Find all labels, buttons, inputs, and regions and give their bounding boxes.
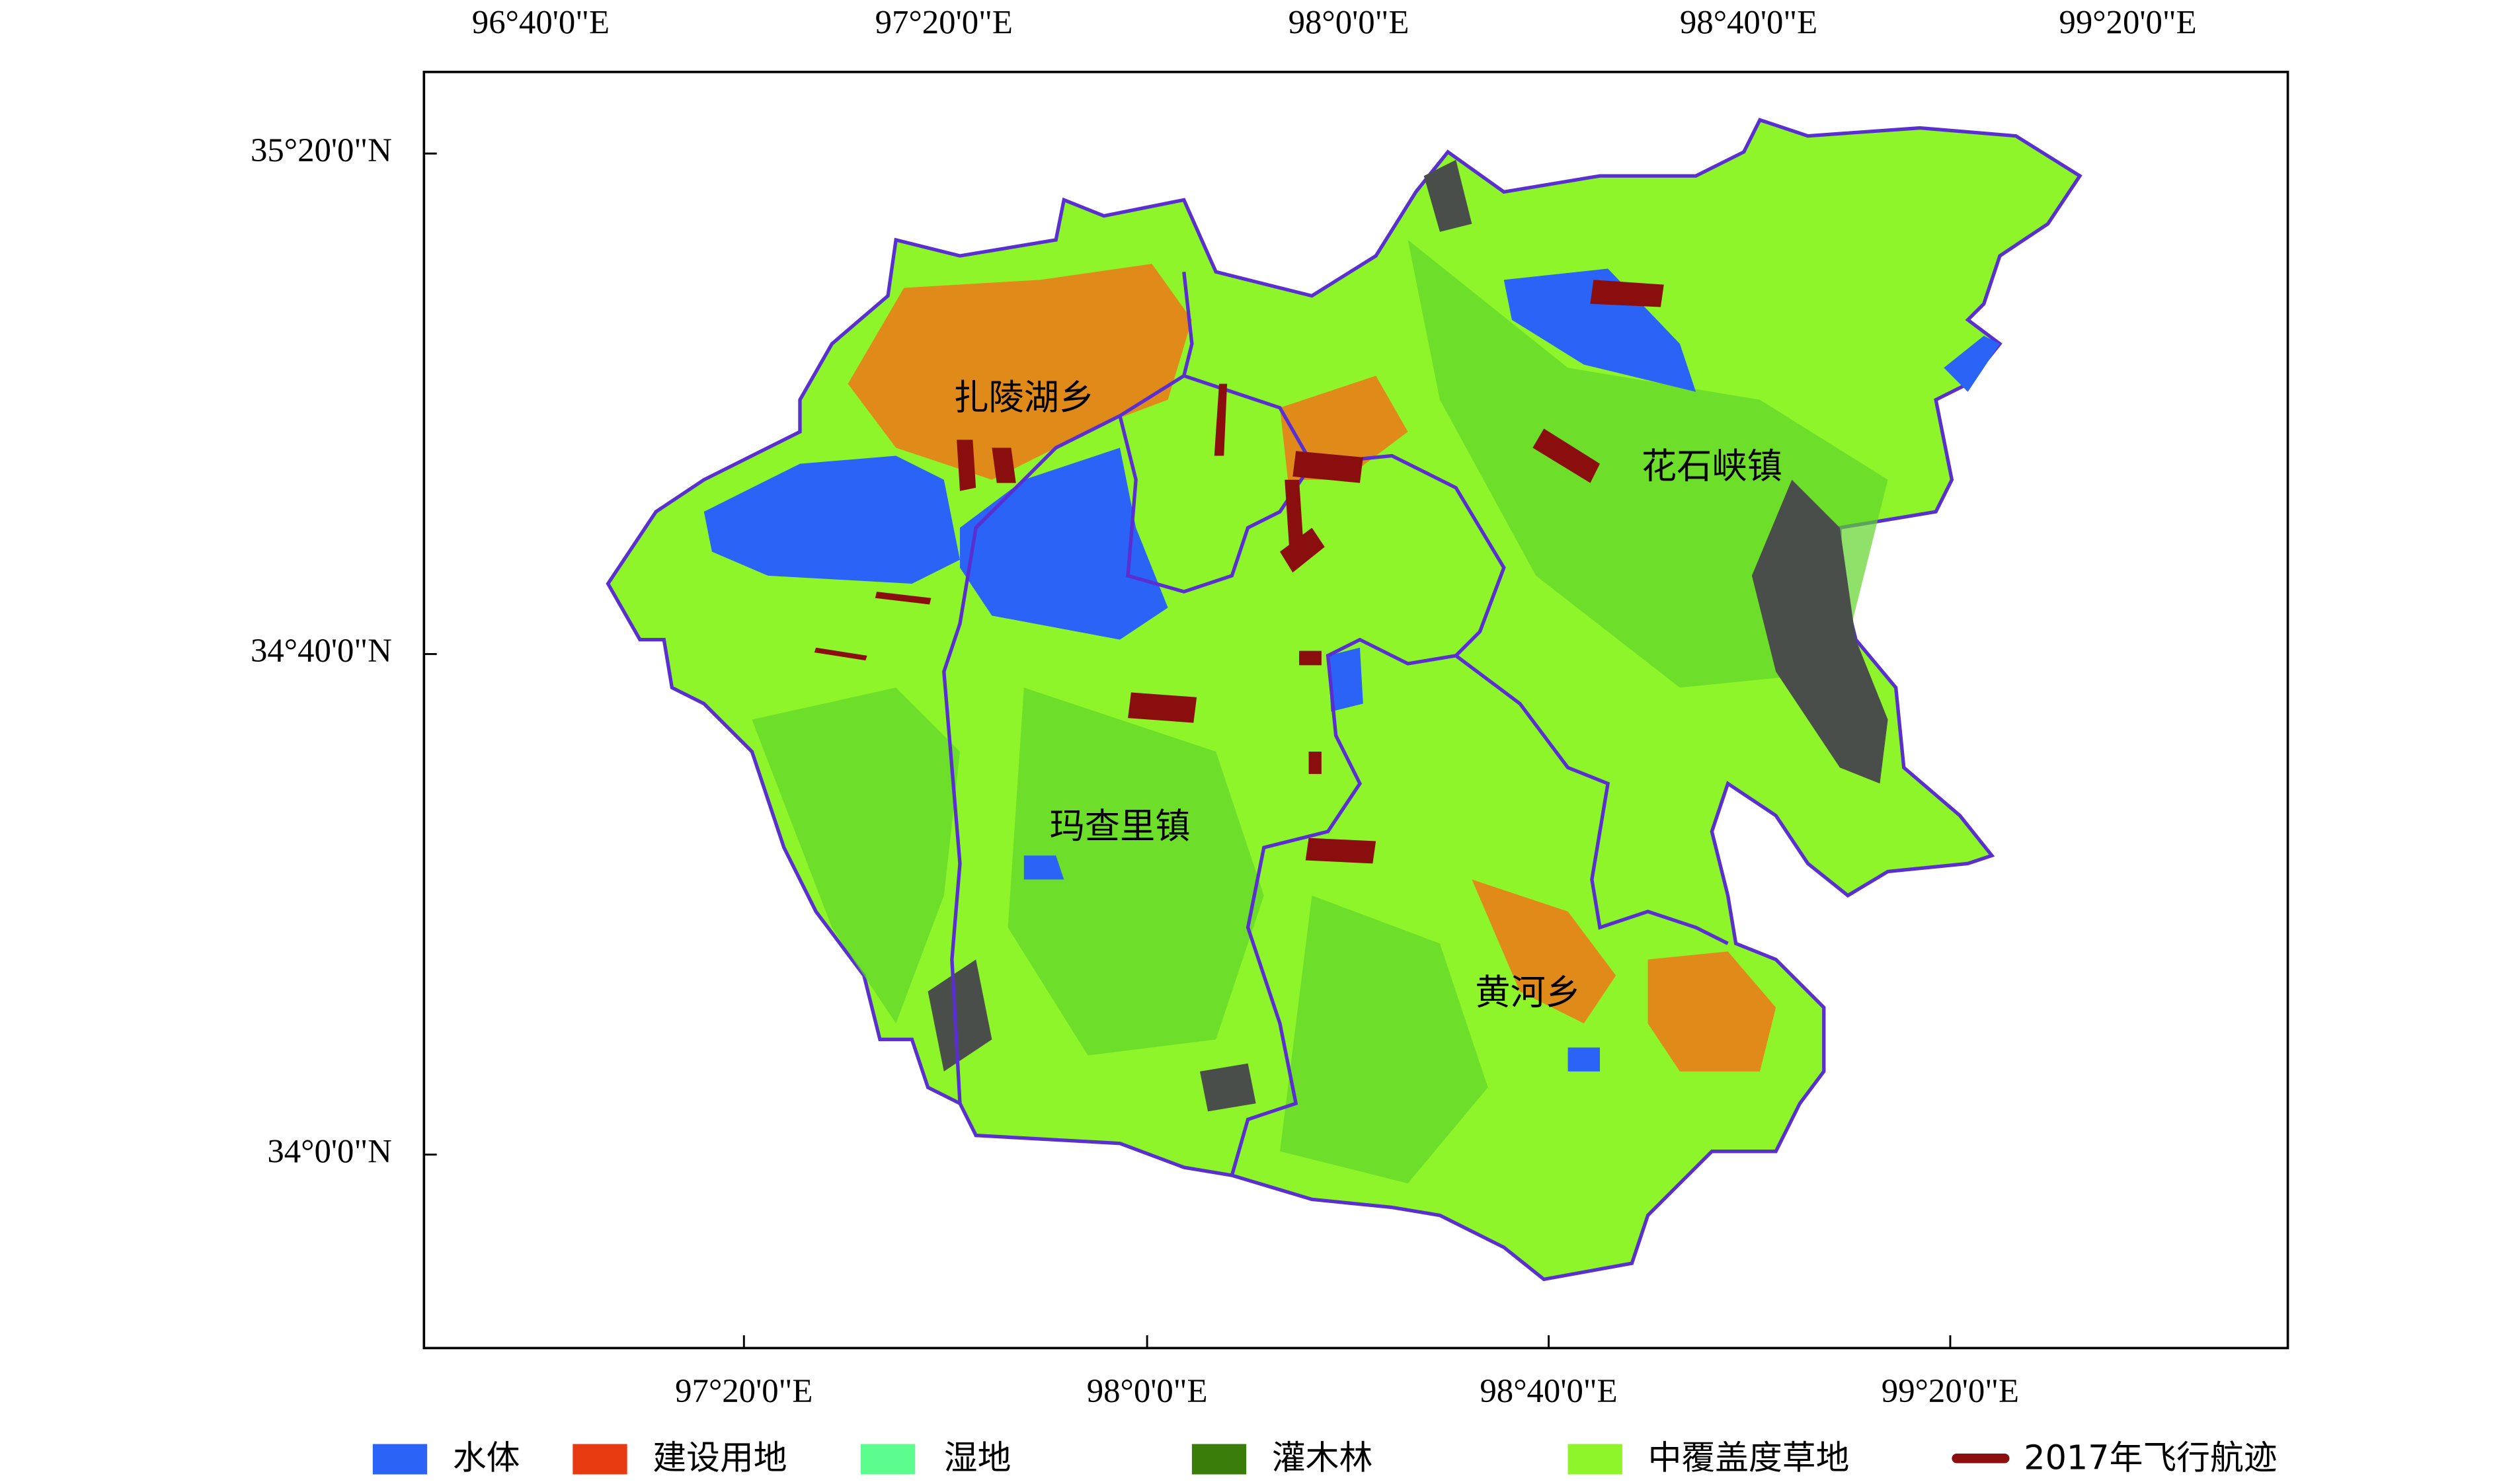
place-label: 花石峡镇 (1642, 446, 1782, 487)
top-tick-label: 96°40'0"E (472, 3, 610, 40)
top-tick-label: 99°20'0"E (2059, 3, 2196, 40)
legend-label: 2017年飞行航迹 (2024, 1438, 2277, 1477)
place-label: 黄河乡 (1475, 972, 1581, 1013)
map-area (606, 118, 2082, 1282)
left-tick-label: 34°40'0"N (251, 632, 392, 669)
top-tick-label: 98°0'0"E (1289, 3, 1409, 40)
top-tick-label: 98°40'0"E (1680, 3, 1817, 40)
map-frame (422, 71, 2289, 1350)
legend-label: 建设用地 (653, 1438, 787, 1477)
legend-label: 中覆盖度草地 (1648, 1438, 1850, 1477)
legend-swatch (372, 1444, 428, 1475)
water-body (703, 268, 2000, 1072)
legend-label: 水体 (453, 1438, 520, 1477)
bottom-tick-label: 99°20'0"E (1882, 1372, 2019, 1409)
place-label: 玛查里镇 (1050, 806, 1191, 847)
construction-patch (848, 264, 1776, 1072)
legend-swatch (573, 1444, 627, 1475)
bottom-tick-label: 97°20'0"E (675, 1372, 813, 1409)
legend-swatch (860, 1444, 916, 1475)
bottom-tick-label: 98°40'0"E (1480, 1372, 1617, 1409)
left-tick-label: 34°0'0"N (267, 1132, 392, 1169)
legend-label: 湿地 (944, 1438, 1012, 1477)
place-label: 扎陵湖乡 (953, 377, 1094, 418)
bottom-tick-label: 98°0'0"E (1087, 1372, 1208, 1409)
legend-label: 灌木林 (1272, 1438, 1372, 1477)
township-boundary (942, 271, 1729, 1176)
grassland-patch (752, 239, 1888, 1184)
legend-swatch (1191, 1444, 1247, 1475)
legend-swatch (1567, 1444, 1622, 1475)
left-tick-label: 35°20'0"N (251, 132, 392, 169)
legend-line (1952, 1454, 2010, 1464)
top-tick-label: 97°20'0"E (875, 3, 1013, 40)
